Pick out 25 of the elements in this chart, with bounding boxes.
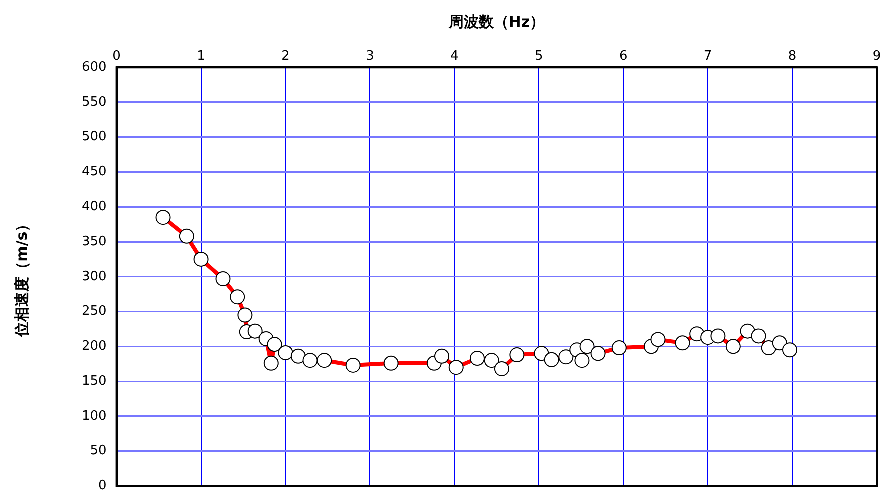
x-tick-label: 9 xyxy=(872,49,882,64)
x-tick-label: 2 xyxy=(282,49,290,64)
y-tick-label: 150 xyxy=(82,374,107,389)
y-tick-label: 450 xyxy=(82,164,107,180)
x-tick-label: 3 xyxy=(366,49,374,64)
x-tick-label: 4 xyxy=(450,49,459,64)
y-tick-label: 0 xyxy=(98,478,107,494)
y-tick-label: 500 xyxy=(82,130,107,145)
x-tick-label: 6 xyxy=(619,49,628,64)
x-tick-label: 7 xyxy=(704,49,712,64)
x-tick-label: 5 xyxy=(535,49,544,64)
x-tick-label: 1 xyxy=(197,49,206,64)
y-tick-label: 200 xyxy=(82,339,107,354)
y-tick-label: 300 xyxy=(82,269,107,284)
y-tick-label: 50 xyxy=(90,444,107,459)
y-tick-label: 400 xyxy=(82,200,107,215)
x-axis-title: 周波数（Hz） xyxy=(448,12,546,31)
y-tick-label: 250 xyxy=(82,304,107,320)
y-axis-title: 位相速度（m/s） xyxy=(12,216,31,338)
y-tick-label: 600 xyxy=(82,60,107,75)
y-tick-label: 550 xyxy=(82,94,107,110)
y-tick-label: 100 xyxy=(82,408,107,424)
x-tick-label: 0 xyxy=(112,49,121,64)
x-tick-label: 8 xyxy=(788,49,797,64)
y-tick-label: 350 xyxy=(82,234,107,250)
